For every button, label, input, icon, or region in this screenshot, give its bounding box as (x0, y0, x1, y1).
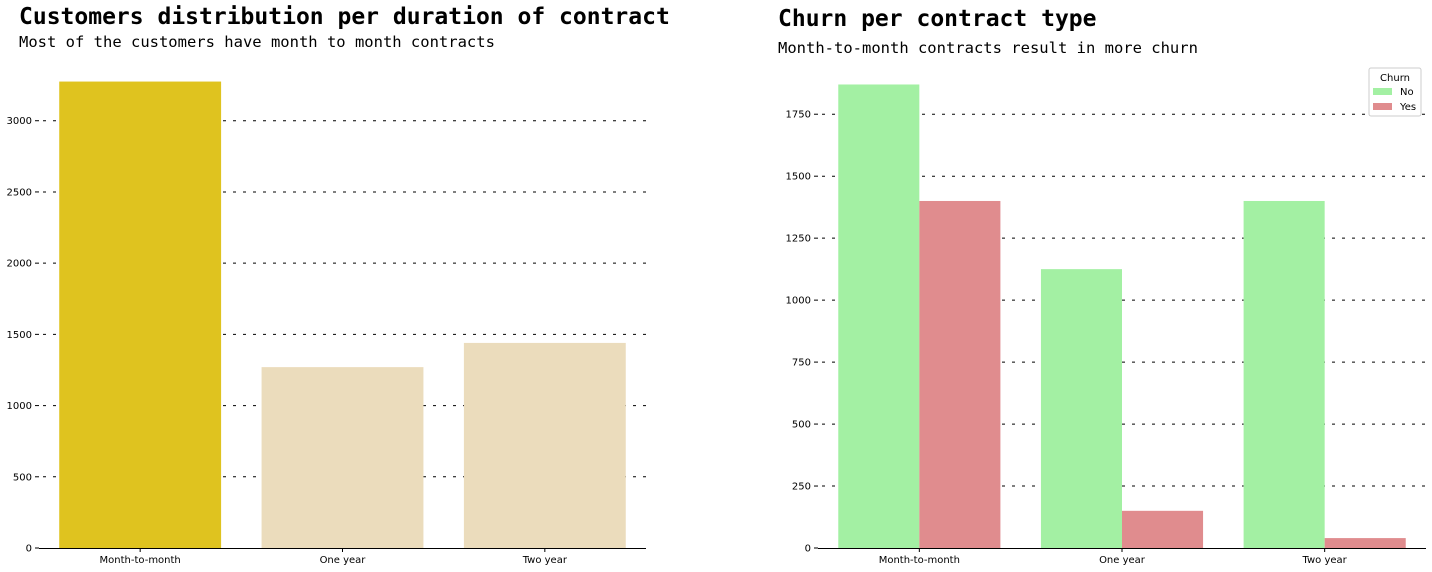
legend-swatch-no (1373, 88, 1392, 95)
y-tick-label: 1250 (786, 234, 811, 245)
y-tick-label: 1500 (786, 172, 811, 183)
y-tick-label: 250 (792, 482, 811, 493)
bar-one-year (261, 367, 424, 548)
contract-distribution-chart: 0 500 1000 1500 2000 2500 3000 Month-to-month On… (7, 81, 646, 566)
y-tick-label: 2500 (7, 187, 32, 198)
bar-no-month-to-month (838, 84, 920, 548)
bar-no-one-year (1040, 269, 1122, 548)
bar-yes-two-year (1324, 538, 1406, 548)
bar-yes-month-to-month (919, 200, 1001, 548)
bar-yes-one-year (1122, 510, 1204, 548)
legend: Churn No Yes (1368, 67, 1422, 117)
chart2-subtitle: Month-to-month contracts result in more … (778, 39, 1198, 57)
y-tick-label: 500 (792, 420, 811, 431)
x-tick-label: Two year (522, 555, 568, 566)
y-tick-label: 750 (792, 358, 811, 369)
legend-title: Churn (1380, 73, 1410, 84)
x-tick-label: One year (1099, 555, 1146, 566)
y-tick-label: 1000 (786, 296, 811, 307)
chart1-subtitle: Most of the customers have month to mont… (19, 33, 495, 51)
x-tick-label: Two year (1302, 555, 1348, 566)
y-tick-label: 3000 (7, 116, 32, 127)
y-tick-label: 1000 (7, 401, 32, 412)
bar-no-two-year (1243, 200, 1325, 548)
bar-month-to-month (59, 81, 222, 548)
legend-label-no: No (1400, 87, 1414, 98)
y-tick-label: 500 (13, 472, 32, 483)
y-tick-label: 2000 (7, 259, 32, 270)
chart2-title: Churn per contract type (778, 6, 1097, 32)
y-tick-label: 1500 (7, 330, 32, 341)
y-tick-label: 0 (26, 544, 32, 555)
legend-label-yes: Yes (1399, 102, 1416, 113)
chart1-title: Customers distribution per duration of c… (19, 4, 670, 30)
x-tick-label: One year (320, 555, 367, 566)
x-tick-label: Month-to-month (100, 555, 181, 566)
y-tick-label: 0 (805, 544, 811, 555)
legend-swatch-yes (1373, 103, 1392, 110)
y-tick-label: 1750 (786, 110, 811, 121)
x-tick-label: Month-to-month (879, 555, 960, 566)
bar-two-year (463, 342, 626, 548)
